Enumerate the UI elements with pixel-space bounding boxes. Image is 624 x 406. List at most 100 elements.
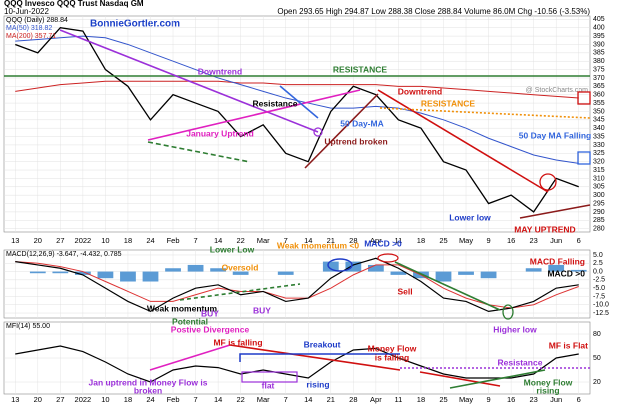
date: 10-Jun-2022 <box>4 7 49 16</box>
y-tick-label: -2.5 <box>593 277 605 284</box>
x-tick-label: 2022 <box>75 395 92 404</box>
histogram-bar <box>74 271 91 275</box>
site: BonnieGortler.com <box>90 19 180 30</box>
annotation: MACD >0 <box>364 238 402 248</box>
y-tick-label: 360 <box>593 92 605 99</box>
annotation: BUY <box>253 305 271 315</box>
histogram-bar <box>525 268 542 272</box>
y-tick-label: 380 <box>593 58 605 65</box>
y-tick-label: 320 <box>593 159 605 166</box>
y-tick-label: 330 <box>593 142 605 149</box>
annotation: 50 Day MA Falling <box>519 130 591 140</box>
trend-line <box>147 141 251 163</box>
y-tick-label: 390 <box>593 41 605 48</box>
legend-entry: MA(200) 357.71 <box>6 33 56 40</box>
x-tick-label: 14 <box>304 395 312 404</box>
histogram-bar <box>367 264 384 272</box>
marker-circle <box>313 127 323 137</box>
x-tick-label: 10 <box>101 236 109 245</box>
y-tick-label: 310 <box>593 175 605 182</box>
x-tick-label: 27 <box>56 236 64 245</box>
y-tick-label: 375 <box>593 66 605 73</box>
x-tick-label: 13 <box>11 395 19 404</box>
x-tick-label: Feb <box>167 236 180 245</box>
x-tick-label: 6 <box>577 236 581 245</box>
annotation: Resistance <box>253 98 298 108</box>
y-tick-label: 345 <box>593 117 605 124</box>
x-tick-label: 24 <box>146 236 154 245</box>
annotation: Oversold <box>222 262 259 272</box>
annotation: Breakout <box>304 339 341 349</box>
y-tick-label: 80 <box>593 331 601 338</box>
annotation: MACD Falling <box>530 256 585 266</box>
x-tick-label: Jun <box>550 236 562 245</box>
y-tick-label: 5.0 <box>593 252 603 259</box>
x-tick-label: 14 <box>304 236 312 245</box>
x-tick-label: 6 <box>577 395 581 404</box>
x-tick-label: Jun <box>550 395 562 404</box>
annotation: 50 Day-MA <box>340 118 383 128</box>
histogram-bar <box>29 271 46 274</box>
histogram-bar <box>345 261 362 272</box>
x-tick-label: 21 <box>327 395 335 404</box>
x-tick-label: 28 <box>349 236 357 245</box>
x-tick-label: 2022 <box>75 236 92 245</box>
histogram-bar <box>97 271 114 279</box>
histogram-bar <box>142 271 159 282</box>
annotation: Lower Low <box>210 244 255 254</box>
annotation: BUY <box>201 308 219 318</box>
quote: Open 293.65 High 294.87 Low 288.38 Close… <box>277 7 590 16</box>
y-tick-label: 325 <box>593 150 605 157</box>
y-tick-label: 335 <box>593 133 605 140</box>
legend-entry: QQQ (Daily) 288.84 <box>6 17 68 24</box>
y-tick-label: 365 <box>593 83 605 90</box>
y-tick-label: 350 <box>593 108 605 115</box>
trend-line <box>59 29 319 133</box>
x-tick-label: 18 <box>417 395 425 404</box>
panel-frame <box>3 249 591 319</box>
annotation: broken <box>134 385 162 395</box>
histogram-bar <box>480 271 497 279</box>
annotation: flat <box>262 380 275 390</box>
trend-line <box>147 89 361 141</box>
trend-line <box>377 89 549 193</box>
trend-line <box>379 107 591 119</box>
histogram-bar <box>52 271 69 274</box>
x-tick-label: 22 <box>236 236 244 245</box>
x-tick-label: 22 <box>236 395 244 404</box>
x-tick-label: 11 <box>395 395 403 404</box>
annotation: Sell <box>397 286 412 296</box>
histogram-bar <box>322 261 339 272</box>
histogram-bar <box>458 271 474 275</box>
x-tick-label: 7 <box>284 395 288 404</box>
x-tick-label: 18 <box>417 236 425 245</box>
histogram-bar <box>435 271 452 282</box>
x-tick-label: 23 <box>529 395 537 404</box>
x-tick-label: 20 <box>34 395 42 404</box>
x-tick-label: 20 <box>34 236 42 245</box>
flat-box <box>241 371 298 383</box>
y-tick-label: 285 <box>593 217 605 224</box>
panel-frame <box>3 15 591 233</box>
x-tick-label: 27 <box>56 395 64 404</box>
histogram-bar <box>187 264 204 272</box>
trend-line <box>279 85 319 119</box>
y-tick-label: -7.5 <box>593 293 605 300</box>
x-tick-label: 16 <box>507 395 515 404</box>
histogram-bar <box>165 268 181 272</box>
trend-line <box>149 344 231 371</box>
annotation: Uptrend broken <box>324 136 387 146</box>
x-tick-label: 18 <box>124 236 132 245</box>
x-tick-label: 11 <box>395 236 403 245</box>
x-tick-label: 9 <box>486 395 490 404</box>
annotation: Downtrend <box>198 66 242 76</box>
y-tick-label: 2.5 <box>593 260 603 267</box>
annotation: Weak momentum <box>147 303 218 313</box>
y-tick-label: 370 <box>593 75 605 82</box>
series-line <box>15 27 579 213</box>
histogram-bar <box>548 264 565 272</box>
annotation: Jan uptrend in Money Flow is <box>88 377 207 387</box>
y-tick-label: 305 <box>593 184 605 191</box>
annotation: RESISTANCE <box>333 64 387 74</box>
